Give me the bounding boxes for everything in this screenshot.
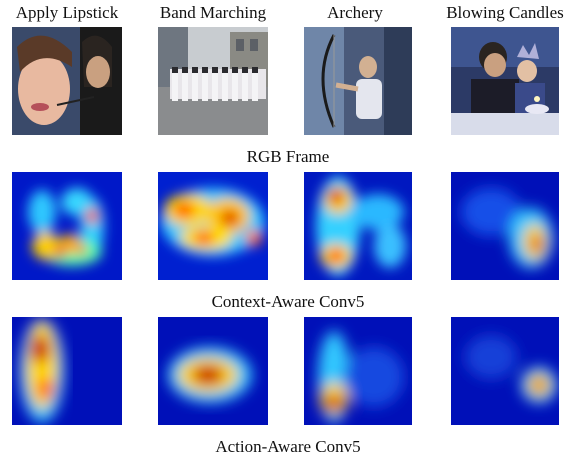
rgb-frame-blowing-candles bbox=[451, 27, 559, 135]
rgb-frame-band-marching bbox=[158, 27, 268, 135]
context-heatmap-band-marching bbox=[158, 172, 268, 280]
row-caption-context-aware-conv5: Context-Aware Conv5 bbox=[211, 292, 365, 311]
rgb-frame-apply-lipstick bbox=[12, 27, 122, 135]
column-label-blowing-candles: Blowing Candles bbox=[446, 3, 564, 22]
rgb-frame-archery bbox=[304, 27, 412, 135]
column-label-apply-lipstick: Apply Lipstick bbox=[15, 3, 119, 22]
context-heatmap-apply-lipstick bbox=[12, 172, 122, 280]
row-caption-action-aware-conv5: Action-Aware Conv5 bbox=[215, 437, 361, 456]
context-heatmap-blowing-candles bbox=[451, 172, 559, 280]
action-heatmap-archery bbox=[304, 317, 412, 425]
context-heatmap-archery bbox=[304, 172, 412, 280]
column-label-archery: Archery bbox=[327, 3, 383, 22]
action-heatmap-blowing-candles bbox=[451, 317, 559, 425]
action-heatmap-band-marching bbox=[158, 317, 268, 425]
action-heatmap-apply-lipstick bbox=[12, 317, 122, 425]
column-label-band-marching: Band Marching bbox=[159, 3, 267, 22]
row-caption-rgb-frame: RGB Frame bbox=[246, 147, 330, 166]
